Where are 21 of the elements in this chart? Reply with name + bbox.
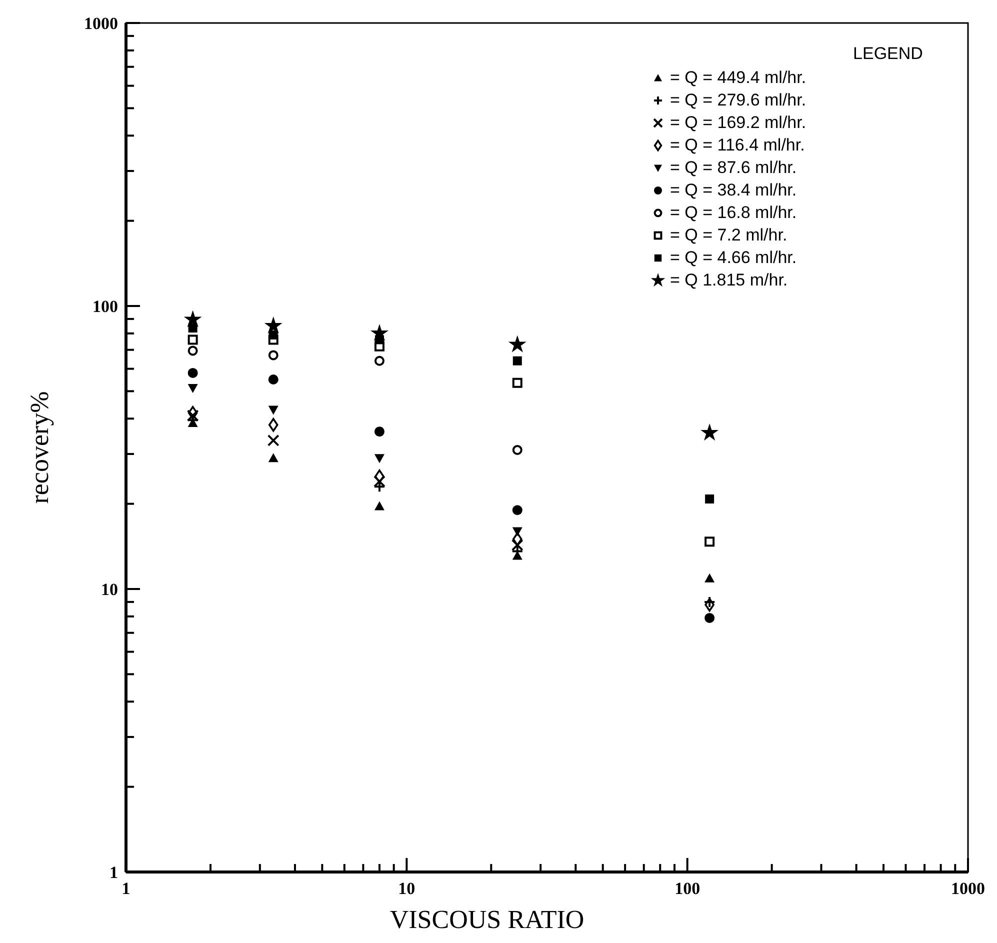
legend-label: = Q = 16.8 ml/hr. <box>670 203 797 222</box>
legend-label: = Q = 7.2 ml/hr. <box>670 226 788 244</box>
legend-label: = Q = 116.4 ml/hr. <box>670 136 805 154</box>
legend-label: = Q = 4.66 ml/hr. <box>670 248 797 267</box>
legend-label: = Q = 38.4 ml/hr. <box>670 180 797 200</box>
legend-title: LEGEND <box>853 44 923 63</box>
x-tick-label: 100 <box>674 879 700 898</box>
x-tick-label: 1000 <box>951 879 985 898</box>
y-axis-title: recovery% <box>25 391 54 504</box>
x-axis-title: VISCOUS RATIO <box>390 905 584 934</box>
legend-label: = Q = 169.2 ml/hr. <box>670 113 806 132</box>
y-tick-label: 1 <box>110 863 118 882</box>
legend-label: = Q = 87.6 ml/hr. <box>670 158 797 177</box>
legend-label: = Q = 279.6 ml/hr. <box>670 90 806 110</box>
legend-label: = Q = 449.4 ml/hr. <box>670 68 806 87</box>
y-tick-label: 10 <box>101 580 118 599</box>
x-tick-label: 10 <box>398 879 416 898</box>
y-tick-label: 1000 <box>84 14 118 33</box>
legend-label: = Q 1.815 m/hr. <box>670 270 788 290</box>
y-tick-label: 100 <box>92 297 118 316</box>
x-tick-label: 1 <box>122 879 130 898</box>
